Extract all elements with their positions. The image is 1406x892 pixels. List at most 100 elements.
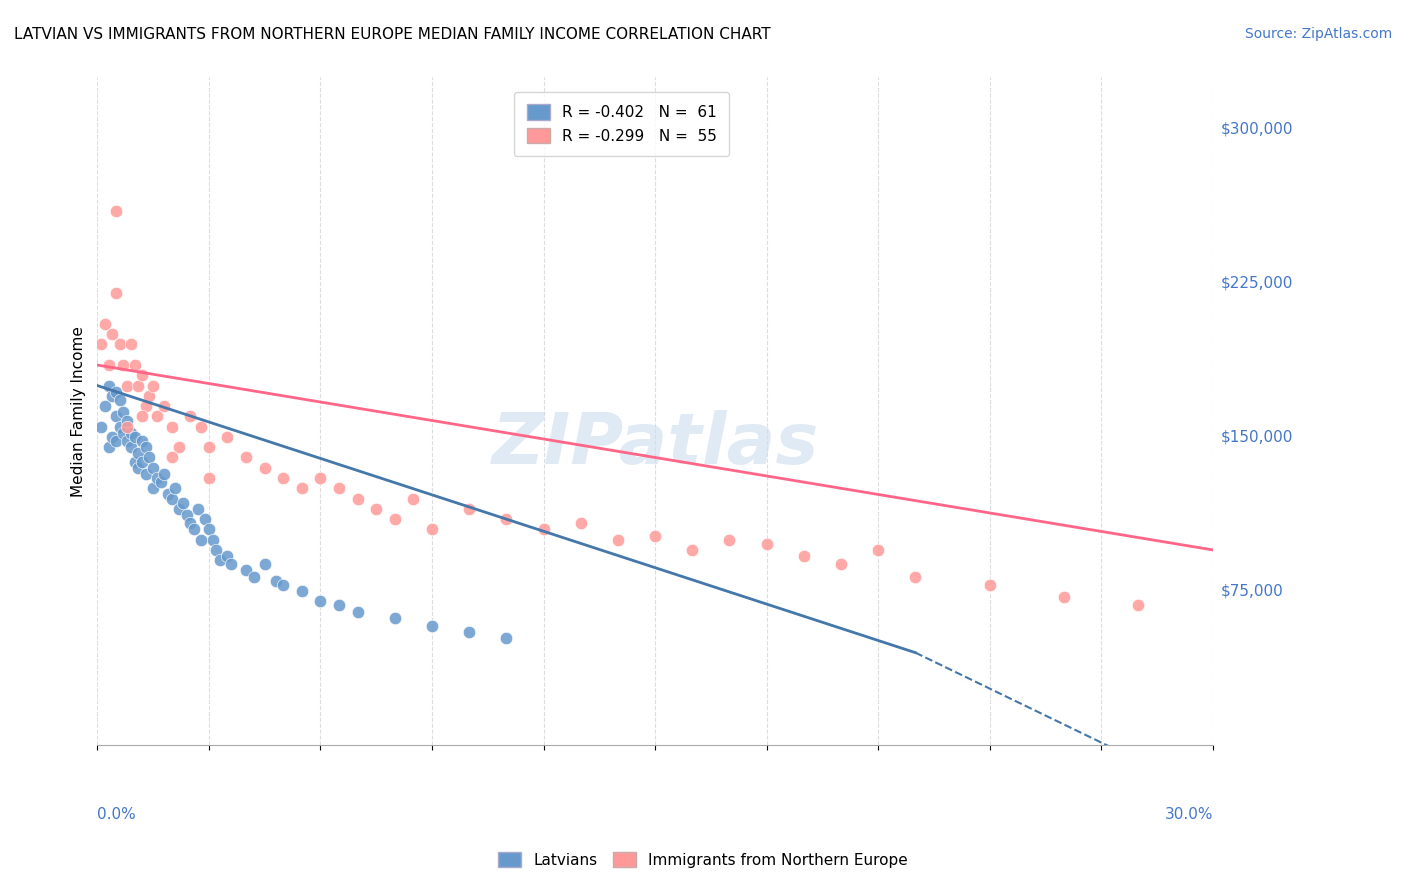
Point [1053,590,1076,604]
Text: $75,000: $75,000 [1220,583,1284,599]
Point [108,337,131,351]
Point [179,516,201,531]
Point [146,471,169,485]
Point [201,533,224,547]
Point [142,460,165,475]
Point [198,522,221,536]
Point [97,378,120,392]
Point [190,419,212,434]
Point [160,419,183,434]
Point [253,460,276,475]
Point [458,501,481,516]
Point [112,425,135,440]
Point [420,522,443,536]
Point [97,440,120,454]
Point [104,286,127,301]
Point [167,501,190,516]
Point [366,501,388,516]
Point [131,368,153,383]
Point [156,487,179,501]
Point [146,409,169,424]
Point [183,522,205,536]
Point [291,481,314,495]
Point [235,450,257,465]
Point [138,389,160,403]
Text: Source: ZipAtlas.com: Source: ZipAtlas.com [1244,27,1392,41]
Point [402,491,425,506]
Point [104,384,127,399]
Point [606,533,628,547]
Point [115,434,138,448]
Y-axis label: Median Family Income: Median Family Income [72,326,86,497]
Point [533,522,555,536]
Point [264,574,287,588]
Point [1128,599,1150,613]
Point [458,625,481,640]
Point [644,528,666,542]
Point [153,467,176,481]
Point [101,389,124,403]
Point [309,594,332,608]
Point [160,450,183,465]
Point [160,491,183,506]
Point [793,549,815,563]
Point [131,454,153,468]
Point [115,413,138,427]
Point [309,471,332,485]
Legend: R = -0.402   N =  61, R = -0.299   N =  55: R = -0.402 N = 61, R = -0.299 N = 55 [515,92,728,156]
Point [198,440,221,454]
Point [167,440,190,454]
Point [384,611,406,625]
Point [755,537,778,551]
Point [97,358,120,372]
Point [165,481,187,495]
Point [124,358,146,372]
Text: ZIPatlas: ZIPatlas [491,410,818,479]
Point [101,430,124,444]
Text: $300,000: $300,000 [1220,121,1292,136]
Point [219,558,242,572]
Point [149,475,172,490]
Text: $150,000: $150,000 [1220,429,1292,444]
Point [384,512,406,526]
Point [127,378,149,392]
Point [94,317,117,331]
Text: $225,000: $225,000 [1220,276,1292,291]
Point [101,327,124,342]
Point [135,440,157,454]
Point [328,599,350,613]
Point [495,632,517,646]
Point [172,496,194,510]
Point [127,460,149,475]
Point [108,392,131,407]
Point [115,378,138,392]
Point [131,409,153,424]
Point [242,569,264,583]
Point [90,419,112,434]
Point [124,454,146,468]
Point [346,605,368,619]
Point [112,405,135,419]
Point [205,543,228,558]
Point [131,434,153,448]
Point [90,337,112,351]
Point [179,409,201,424]
Point [120,440,142,454]
Text: 0.0%: 0.0% [97,806,136,822]
Point [217,430,239,444]
Point [120,337,142,351]
Point [495,512,517,526]
Point [104,434,127,448]
Point [420,619,443,633]
Point [718,533,741,547]
Text: 30.0%: 30.0% [1164,806,1213,822]
Point [104,204,127,219]
Point [346,491,368,506]
Point [271,471,294,485]
Point [138,450,160,465]
Point [108,419,131,434]
Point [209,553,232,567]
Point [187,501,209,516]
Point [127,446,149,460]
Legend: Latvians, Immigrants from Northern Europe: Latvians, Immigrants from Northern Europ… [491,844,915,875]
